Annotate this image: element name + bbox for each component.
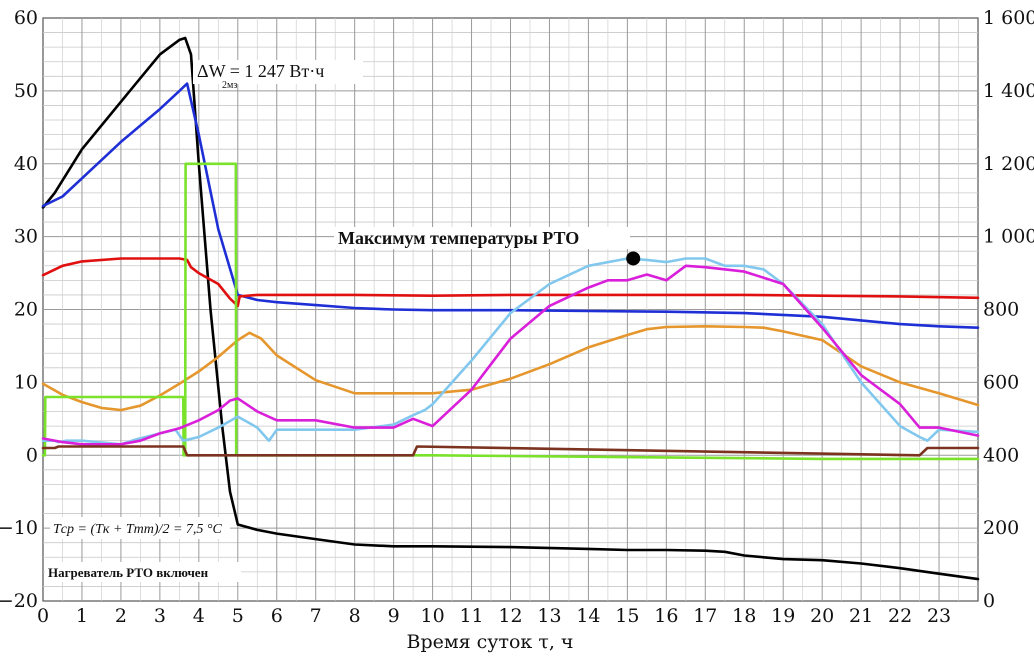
right-tick-label: 400 [983, 444, 1019, 466]
series-layer [41, 36, 980, 581]
x-tick-label: 4 [193, 605, 205, 627]
energy-annotation-subscript: 2мз [222, 80, 237, 91]
series-line-4 [41, 324, 980, 412]
x-tick-label: 23 [927, 605, 951, 627]
series-line-8 [41, 445, 980, 457]
x-tick-label: 2 [115, 605, 127, 627]
energy-annotation: ΔW = 1 247 Вт·ч [197, 61, 324, 81]
right-axis-ticks: 1 600 1 400 1 200 1 000 800 600 400 200 0 [983, 7, 1034, 612]
left-tick-label: 10 [14, 371, 38, 393]
max-temperature-marker [626, 251, 641, 266]
x-tick-label: 0 [37, 605, 49, 627]
x-tick-label: 11 [459, 605, 483, 627]
x-tick-label: 20 [810, 605, 834, 627]
formula-bg [50, 517, 230, 539]
x-tick-label: 5 [232, 605, 244, 627]
x-tick-label: 13 [537, 605, 561, 627]
right-tick-label: 200 [983, 517, 1019, 539]
x-tick-label: 1 [76, 605, 88, 627]
x-axis-ticks: 0 1 2 3 4 5 6 7 8 9 10 11 12 13 14 15 16 17 18 19 20 21 22 23 [37, 605, 951, 627]
series-line-7 [41, 264, 980, 446]
left-tick-label: −20 [0, 590, 38, 612]
energy-annotation-bg [193, 60, 363, 84]
heater-label: Нагреватель РТО включен [48, 565, 209, 580]
series-line-1 [41, 36, 980, 581]
x-tick-label: 7 [310, 605, 322, 627]
left-axis-ticks: 60 50 40 30 20 10 0 −10 −20 [0, 7, 38, 612]
right-tick-label: 1 200 [983, 153, 1034, 175]
x-tick-label: 21 [849, 605, 873, 627]
left-tick-label: 60 [14, 7, 38, 29]
max-temperature-label: Максимум температуры РТО [338, 228, 579, 248]
x-tick-label: 6 [271, 605, 283, 627]
x-tick-label: 19 [771, 605, 795, 627]
marker-layer [626, 251, 641, 266]
x-tick-label: 14 [576, 605, 600, 627]
right-tick-label: 1 400 [983, 80, 1034, 102]
x-tick-label: 8 [349, 605, 361, 627]
left-tick-label: 30 [14, 226, 38, 248]
right-tick-label: 800 [983, 299, 1019, 321]
left-tick-label: 20 [14, 299, 38, 321]
x-tick-label: 9 [388, 605, 400, 627]
x-tick-label: 10 [420, 605, 444, 627]
heater-label-bg [45, 562, 241, 582]
grid [42, 17, 979, 602]
x-tick-label: 16 [654, 605, 678, 627]
formula-annotation: Tср = (Tк + Tтт)/2 = 7,5 °C [53, 522, 222, 537]
x-tick-label: 15 [615, 605, 639, 627]
left-tick-label: −10 [0, 517, 38, 539]
x-axis-title: Время суток τ, ч [406, 631, 573, 653]
series-line-3 [41, 257, 980, 308]
series-line-2 [41, 82, 980, 330]
left-tick-label: 40 [14, 153, 38, 175]
right-tick-label: 600 [983, 371, 1019, 393]
left-tick-label: 50 [14, 80, 38, 102]
max-label-bg [334, 227, 630, 249]
right-tick-label: 0 [983, 590, 995, 612]
x-tick-label: 18 [732, 605, 756, 627]
x-tick-label: 22 [888, 605, 912, 627]
left-tick-label: 0 [26, 444, 38, 466]
x-tick-label: 17 [693, 605, 717, 627]
right-tick-label: 1 000 [983, 226, 1034, 248]
x-tick-label: 12 [498, 605, 522, 627]
right-tick-label: 1 600 [983, 7, 1034, 29]
x-tick-label: 3 [154, 605, 166, 627]
